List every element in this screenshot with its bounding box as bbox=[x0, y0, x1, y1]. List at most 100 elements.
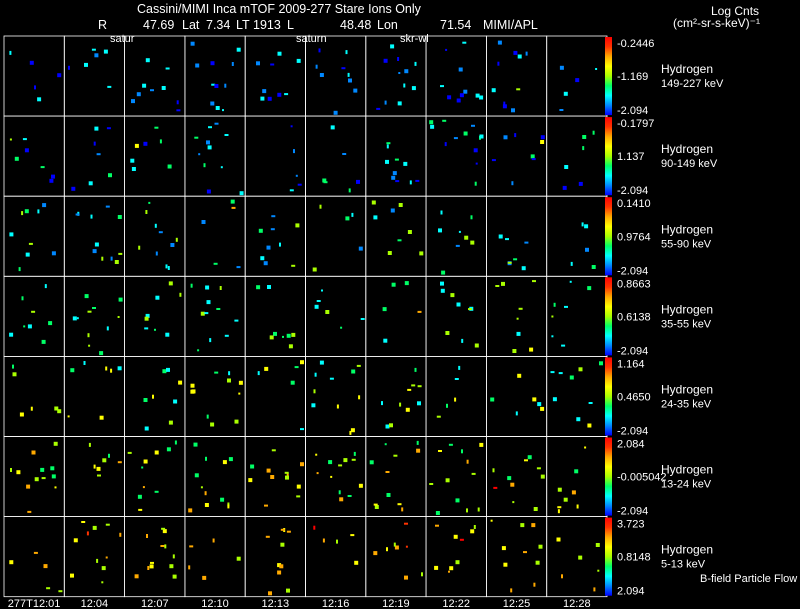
colorbar-max-label: 0.1410 bbox=[617, 198, 651, 210]
colorbar-min-label: -2.094 bbox=[617, 265, 648, 277]
colorbar-row6 bbox=[605, 517, 612, 596]
count-pixel bbox=[288, 344, 293, 349]
count-pixel bbox=[373, 551, 378, 556]
count-pixel bbox=[99, 351, 104, 356]
count-pixel bbox=[463, 131, 468, 136]
count-pixel bbox=[349, 430, 352, 435]
count-pixel bbox=[269, 335, 274, 340]
count-pixel bbox=[471, 124, 475, 127]
count-pixel bbox=[9, 232, 14, 237]
count-pixel bbox=[416, 440, 419, 445]
count-pixel bbox=[447, 95, 452, 100]
count-pixel bbox=[397, 101, 402, 106]
count-pixel bbox=[202, 575, 207, 580]
row-energy-label: 149-227 keV bbox=[661, 78, 724, 90]
count-pixel bbox=[172, 554, 175, 559]
count-pixel bbox=[46, 587, 51, 590]
lon-label: Lon bbox=[377, 18, 398, 32]
count-pixel bbox=[397, 57, 400, 61]
count-pixel bbox=[284, 471, 289, 474]
count-pixel bbox=[93, 464, 96, 469]
panel-r4-c7 bbox=[425, 355, 487, 437]
count-pixel bbox=[342, 153, 347, 155]
count-pixel bbox=[339, 497, 344, 502]
count-pixel bbox=[96, 558, 99, 563]
count-pixel bbox=[319, 360, 324, 365]
panel-r3-c0 bbox=[3, 275, 65, 357]
count-pixel bbox=[456, 302, 461, 307]
panel-r1-c7 bbox=[425, 115, 487, 197]
count-pixel bbox=[491, 88, 496, 93]
count-pixel bbox=[154, 328, 156, 331]
count-pixel bbox=[384, 100, 387, 105]
count-pixel bbox=[419, 251, 424, 256]
count-pixel bbox=[564, 305, 568, 308]
count-pixel bbox=[28, 242, 33, 245]
chart-title: Cassini/MIMI Inca mTOF 2009-277 Stare Io… bbox=[137, 2, 421, 16]
count-pixel bbox=[597, 569, 600, 572]
time-tick-label: 12:28 bbox=[563, 598, 591, 609]
panel-r3-c5 bbox=[305, 275, 367, 357]
time-tick-label: 12:13 bbox=[262, 598, 290, 609]
count-pixel bbox=[231, 206, 236, 209]
count-pixel bbox=[154, 223, 157, 228]
count-pixel bbox=[503, 562, 508, 567]
l-value: 48.48 bbox=[340, 18, 372, 32]
count-pixel bbox=[525, 51, 528, 56]
count-pixel bbox=[9, 138, 12, 141]
count-pixel bbox=[578, 181, 583, 186]
count-pixel bbox=[162, 369, 167, 374]
count-pixel bbox=[114, 260, 119, 264]
panel-r3-c8 bbox=[485, 275, 548, 357]
count-pixel bbox=[193, 442, 198, 447]
count-pixel bbox=[350, 428, 355, 433]
panel-r2-c6 bbox=[365, 195, 427, 277]
count-pixel bbox=[588, 402, 593, 404]
count-pixel bbox=[501, 281, 505, 286]
count-pixel bbox=[190, 383, 195, 388]
count-pixel bbox=[345, 50, 348, 55]
count-pixel bbox=[134, 143, 139, 148]
count-pixel bbox=[394, 158, 399, 161]
count-pixel bbox=[144, 316, 149, 321]
count-pixel bbox=[277, 563, 282, 568]
count-pixel bbox=[569, 280, 572, 283]
count-pixel bbox=[471, 472, 476, 475]
count-pixel bbox=[210, 61, 215, 66]
count-pixel bbox=[16, 470, 21, 475]
count-pixel bbox=[296, 484, 301, 489]
panel-r2-c2 bbox=[124, 195, 186, 277]
count-pixel bbox=[143, 398, 148, 402]
count-pixel bbox=[440, 281, 444, 286]
count-pixel bbox=[351, 458, 356, 461]
count-pixel bbox=[209, 338, 212, 343]
count-pixel bbox=[587, 423, 592, 428]
count-pixel bbox=[538, 544, 543, 549]
count-pixel bbox=[51, 251, 56, 256]
count-pixel bbox=[411, 384, 416, 387]
count-pixel bbox=[175, 237, 178, 242]
units-line2: (cm²-sr-s-keV)⁻¹ bbox=[673, 16, 760, 30]
count-pixel bbox=[322, 178, 327, 183]
count-pixel bbox=[493, 486, 498, 489]
count-pixel bbox=[131, 99, 135, 104]
count-pixel bbox=[403, 83, 406, 88]
count-pixel bbox=[341, 67, 346, 70]
count-pixel bbox=[507, 476, 512, 481]
count-pixel bbox=[93, 141, 96, 146]
count-pixel bbox=[145, 210, 148, 214]
count-pixel bbox=[316, 472, 319, 475]
count-pixel bbox=[512, 349, 517, 353]
count-pixel bbox=[459, 538, 464, 541]
count-pixel bbox=[403, 161, 408, 166]
row-species-label: Hydrogen bbox=[661, 222, 713, 236]
count-pixel bbox=[290, 380, 295, 385]
count-pixel bbox=[155, 251, 158, 256]
count-pixel bbox=[86, 531, 89, 536]
count-pixel bbox=[154, 450, 159, 455]
count-pixel bbox=[387, 251, 392, 255]
count-pixel bbox=[510, 588, 513, 593]
count-pixel bbox=[353, 88, 358, 93]
count-pixel bbox=[257, 371, 260, 376]
count-pixel bbox=[456, 98, 461, 103]
